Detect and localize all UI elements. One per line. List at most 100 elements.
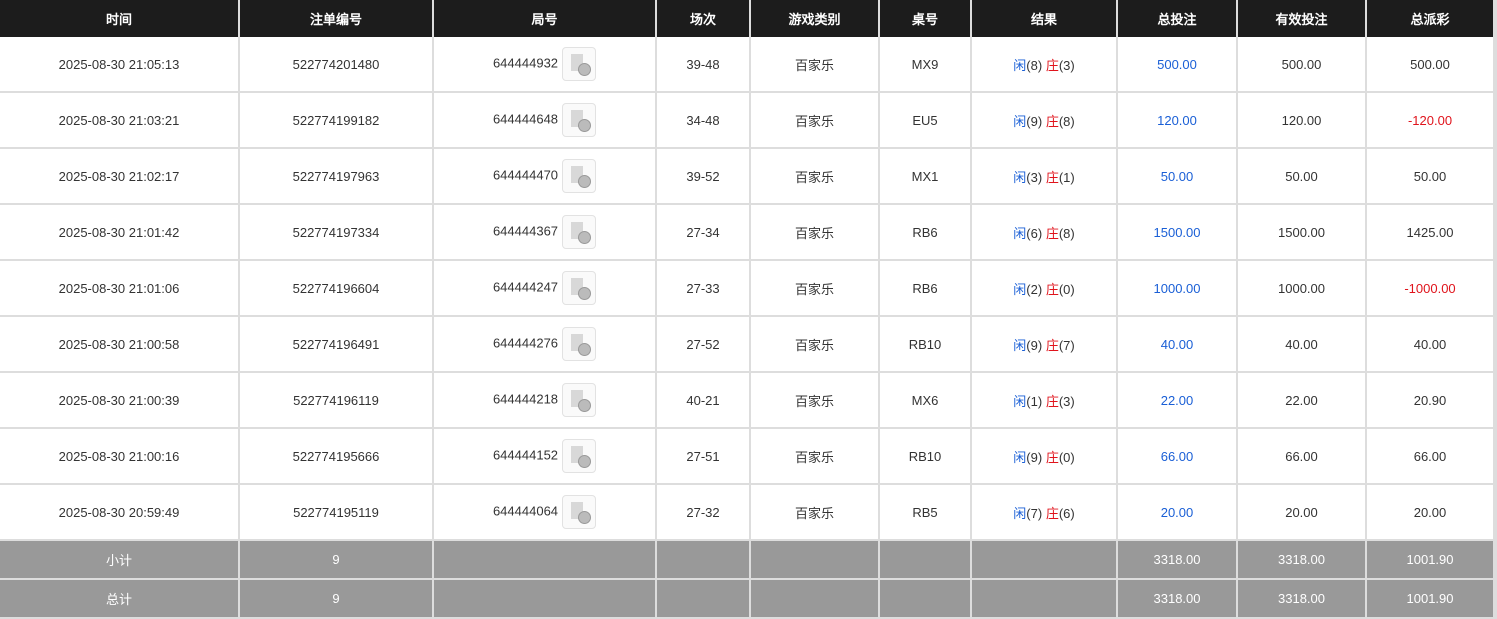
player-label: 闲 <box>1013 169 1027 185</box>
video-replay-icon[interactable] <box>562 271 597 305</box>
column-header[interactable]: 局号 <box>433 0 657 37</box>
video-replay-icon[interactable] <box>562 103 597 137</box>
column-header[interactable]: 场次 <box>656 0 751 37</box>
total-bet[interactable]: 22.00 <box>1117 372 1238 429</box>
result: 闲(9) 庄(7) <box>971 316 1118 373</box>
table-number: RB5 <box>879 484 972 541</box>
spacer <box>1494 428 1497 485</box>
order-number: 522774196604 <box>239 260 434 317</box>
video-replay-icon[interactable] <box>562 439 597 473</box>
table-row: 2025-08-30 21:01:42 522774197334 6444443… <box>0 204 1497 261</box>
video-replay-icon[interactable] <box>562 159 597 193</box>
banker-points: (0) <box>1058 449 1075 465</box>
empty-cell <box>433 579 657 619</box>
table-number: RB6 <box>879 260 972 317</box>
bet-time: 2025-08-30 21:00:58 <box>0 316 240 373</box>
round-number: 644444276 <box>492 335 559 351</box>
column-header[interactable]: 游戏类别 <box>750 0 880 37</box>
total-bet[interactable]: 20.00 <box>1117 484 1238 541</box>
video-replay-icon[interactable] <box>562 495 597 529</box>
banker-label: 庄 <box>1045 449 1059 465</box>
result: 闲(9) 庄(0) <box>971 428 1118 485</box>
session: 27-51 <box>656 428 751 485</box>
player-points: (2) <box>1026 281 1043 297</box>
game-type: 百家乐 <box>750 372 880 429</box>
total-bet: 3318.00 <box>1117 579 1238 619</box>
spacer <box>1494 148 1497 205</box>
valid-bet: 120.00 <box>1237 92 1367 149</box>
player-points: (9) <box>1026 449 1043 465</box>
spacer <box>1494 372 1497 429</box>
player-points: (6) <box>1026 225 1043 241</box>
column-header[interactable]: 总投注 <box>1117 0 1238 37</box>
round-number: 644444152 <box>492 447 559 463</box>
subtotal-row: 小计 9 3318.00 3318.00 1001.90 <box>0 540 1497 580</box>
table-number: MX6 <box>879 372 972 429</box>
video-replay-icon[interactable] <box>562 327 597 361</box>
session: 27-52 <box>656 316 751 373</box>
spacer <box>1494 260 1497 317</box>
video-replay-icon[interactable] <box>562 215 597 249</box>
total-bet[interactable]: 500.00 <box>1117 37 1238 93</box>
banker-points: (1) <box>1058 169 1075 185</box>
video-replay-icon[interactable] <box>562 383 597 417</box>
player-points: (7) <box>1026 505 1043 521</box>
table-row: 2025-08-30 21:01:06 522774196604 6444442… <box>0 260 1497 317</box>
banker-points: (8) <box>1058 225 1075 241</box>
banker-label: 庄 <box>1045 225 1059 241</box>
total-bet[interactable]: 1000.00 <box>1117 260 1238 317</box>
total-bet[interactable]: 40.00 <box>1117 316 1238 373</box>
order-number: 522774201480 <box>239 37 434 93</box>
banker-points: (8) <box>1058 113 1075 129</box>
round-cell: 644444152 <box>433 428 657 485</box>
result: 闲(1) 庄(3) <box>971 372 1118 429</box>
video-replay-icon[interactable] <box>562 47 597 81</box>
total-bet[interactable]: 1500.00 <box>1117 204 1238 261</box>
bet-time: 2025-08-30 21:03:21 <box>0 92 240 149</box>
game-type: 百家乐 <box>750 484 880 541</box>
column-header[interactable]: 结果 <box>971 0 1118 37</box>
empty-cell <box>750 540 880 580</box>
player-label: 闲 <box>1013 57 1027 73</box>
total-bet[interactable]: 50.00 <box>1117 148 1238 205</box>
total-row: 总计 9 3318.00 3318.00 1001.90 <box>0 579 1497 619</box>
column-header[interactable]: 注单编号 <box>239 0 434 37</box>
order-number: 522774199182 <box>239 92 434 149</box>
total-bet[interactable]: 66.00 <box>1117 428 1238 485</box>
round-cell: 644444247 <box>433 260 657 317</box>
result: 闲(2) 庄(0) <box>971 260 1118 317</box>
player-points: (9) <box>1026 113 1043 129</box>
subtotal-count: 9 <box>239 540 434 580</box>
round-cell: 644444932 <box>433 37 657 93</box>
order-number: 522774196491 <box>239 316 434 373</box>
player-label: 闲 <box>1013 449 1027 465</box>
table-row: 2025-08-30 21:02:17 522774197963 6444444… <box>0 148 1497 205</box>
banker-points: (0) <box>1058 281 1075 297</box>
game-type: 百家乐 <box>750 37 880 93</box>
player-label: 闲 <box>1013 505 1027 521</box>
game-type: 百家乐 <box>750 260 880 317</box>
column-header[interactable]: 有效投注 <box>1237 0 1367 37</box>
empty-cell <box>879 579 972 619</box>
banker-label: 庄 <box>1045 281 1059 297</box>
bet-time: 2025-08-30 21:05:13 <box>0 37 240 93</box>
banker-label: 庄 <box>1045 113 1059 129</box>
valid-bet: 66.00 <box>1237 428 1367 485</box>
round-number: 644444247 <box>492 279 559 295</box>
payout: 500.00 <box>1366 37 1495 93</box>
total-valid: 3318.00 <box>1237 579 1367 619</box>
player-label: 闲 <box>1013 113 1027 129</box>
total-bet[interactable]: 120.00 <box>1117 92 1238 149</box>
column-header[interactable]: 时间 <box>0 0 240 37</box>
valid-bet: 1000.00 <box>1237 260 1367 317</box>
game-type: 百家乐 <box>750 428 880 485</box>
bet-time: 2025-08-30 21:00:16 <box>0 428 240 485</box>
table-number: RB6 <box>879 204 972 261</box>
spacer <box>1494 316 1497 373</box>
round-number: 644444470 <box>492 167 559 183</box>
payout: 20.90 <box>1366 372 1495 429</box>
empty-cell <box>656 579 751 619</box>
column-header[interactable]: 桌号 <box>879 0 972 37</box>
column-header[interactable]: 总派彩 <box>1366 0 1495 37</box>
